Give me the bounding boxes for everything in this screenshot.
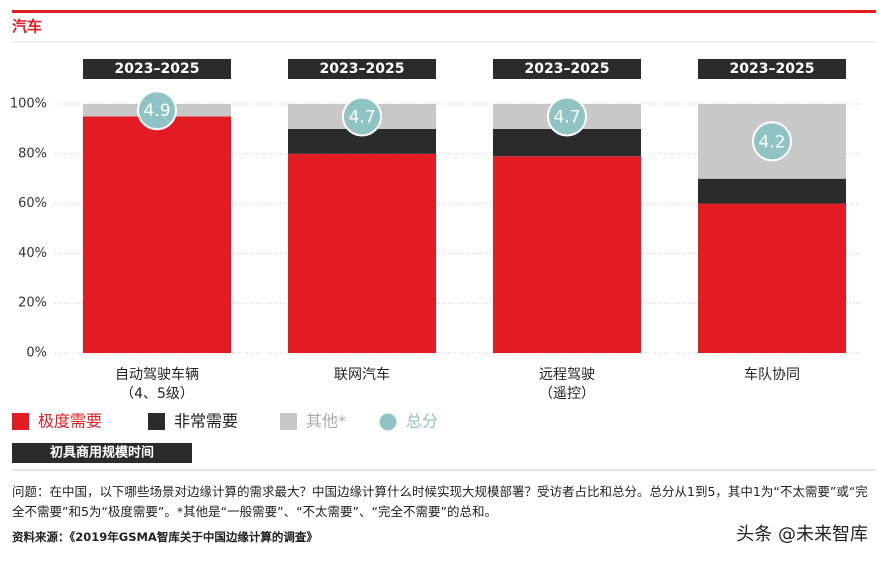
legend-label: 非常需要: [174, 412, 238, 431]
legend-swatch: [12, 413, 29, 430]
bar-segment: [698, 178, 846, 204]
x-tick-label: 自动驾驶车辆: [115, 366, 199, 383]
legend-swatch: [148, 413, 165, 430]
bar-segment: [288, 153, 436, 353]
legend-swatch: [379, 413, 397, 431]
x-tick-label: 联网汽车: [334, 366, 390, 383]
y-tick-label: 0%: [26, 346, 47, 361]
period-box: [698, 59, 846, 79]
watermark: 头条 @未来智库: [736, 524, 868, 545]
period-box: [83, 59, 231, 79]
x-tick-sublabel: （遥控）: [539, 386, 595, 402]
x-tick-label: 远程驾驶: [539, 367, 595, 383]
period-label: 2023–2025: [730, 61, 815, 77]
period-box: [288, 59, 436, 79]
score-marker: [547, 96, 587, 137]
tag-box: [12, 443, 192, 463]
score-marker: [752, 121, 792, 162]
y-tick-label: 40%: [18, 246, 47, 261]
source: 资料来源：《2019年GSMA智库关于中国边缘计算的调查》: [12, 530, 318, 544]
period-label: 2023–2025: [115, 61, 200, 77]
legend-label: 极度需要: [38, 412, 102, 431]
y-tick-label: 60%: [18, 196, 47, 211]
x-tick-sublabel: （4、5级）: [120, 386, 194, 402]
question: 问题：在中国，以下哪些场景对边缘计算的需求最大？中国边缘计算什么时候实现大规模部…: [12, 484, 868, 519]
legend-swatch: [280, 413, 297, 430]
y-tick-label: 100%: [10, 97, 47, 112]
period-label: 2023–2025: [525, 61, 610, 77]
section-title: 汽车: [12, 18, 42, 36]
top-rule: [12, 10, 876, 13]
bar-segment: [698, 203, 846, 353]
y-tick-label: 20%: [18, 296, 47, 311]
score-label: 4.7: [553, 107, 580, 127]
score-label: 4.9: [143, 101, 170, 121]
score-marker: [342, 96, 382, 137]
tag: 初具商用规模时间: [50, 445, 154, 461]
score-label: 4.2: [758, 132, 785, 152]
legend-label: 总分: [406, 412, 438, 431]
period-box: [493, 59, 641, 79]
legend-label: 其他*: [306, 412, 346, 431]
period-label: 2023–2025: [320, 61, 405, 77]
score-marker: [137, 90, 177, 131]
bar-segment: [83, 116, 231, 353]
bar-segment: [493, 156, 641, 353]
score-label: 4.7: [348, 107, 375, 127]
x-tick-label: 车队协同: [744, 366, 800, 383]
y-tick-label: 80%: [18, 146, 47, 161]
